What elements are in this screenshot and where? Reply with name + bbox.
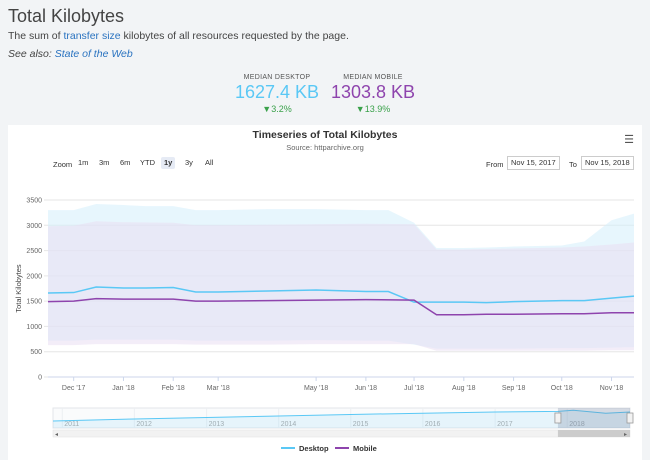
x-tick-label: Dec '17 bbox=[62, 385, 86, 392]
chart-card: Timeseries of Total Kilobytes Source: ht… bbox=[8, 125, 642, 460]
y-tick-label: 1500 bbox=[26, 299, 42, 306]
timeseries-chart: 0 500 1000 1500 2000 2500 3000 3500 Total Kiloby… bbox=[14, 198, 635, 453]
navigator-year-label: 2017 bbox=[497, 421, 513, 428]
navigator-left-handle[interactable] bbox=[554, 412, 562, 424]
zoom-3y-button[interactable]: 3y bbox=[185, 158, 193, 167]
zoom-6m-button[interactable]: 6m bbox=[120, 158, 131, 167]
transfer-size-link[interactable]: transfer size bbox=[63, 30, 121, 42]
x-tick-label: Jan '18 bbox=[112, 385, 134, 392]
y-tick-label: 3000 bbox=[26, 223, 42, 230]
median-desktop-value: 1627.4 KB bbox=[234, 82, 320, 102]
y-tick-label: 2000 bbox=[26, 273, 42, 280]
from-label: From bbox=[486, 160, 504, 169]
navigator-year-label: 2016 bbox=[425, 421, 441, 428]
x-tick-label: Nov '18 bbox=[600, 385, 624, 392]
navigator-selection bbox=[557, 408, 630, 428]
navigator-year-label: 2013 bbox=[209, 421, 225, 428]
zoom-3m-button[interactable]: 3m bbox=[99, 158, 110, 167]
x-tick-label: Jun '18 bbox=[355, 385, 377, 392]
x-tick-label: Feb '18 bbox=[162, 385, 185, 392]
median-mobile-stat: MEDIAN MOBILE 1303.8 KB ▼13.9% bbox=[328, 74, 418, 114]
zoom-ytd-button[interactable]: YTD bbox=[140, 158, 155, 167]
median-mobile-value: 1303.8 KB bbox=[330, 82, 416, 102]
zoom-1y-button[interactable]: 1y bbox=[161, 157, 176, 169]
navigator-year-label: 2011 bbox=[64, 421, 79, 428]
hamburger-menu-icon[interactable]: ☰ bbox=[624, 134, 634, 146]
chart-title: Timeseries of Total Kilobytes bbox=[252, 129, 398, 141]
to-label: To bbox=[569, 160, 577, 169]
state-of-the-web-link[interactable]: State of the Web bbox=[54, 48, 133, 60]
navigator-line bbox=[52, 409, 631, 422]
description-prefix: The sum of bbox=[8, 30, 64, 42]
y-tick-label: 2500 bbox=[26, 248, 42, 255]
median-desktop-change: ▼3.2% bbox=[262, 104, 292, 114]
zoom-all-button[interactable]: All bbox=[205, 158, 214, 167]
series-line-desktop bbox=[47, 286, 635, 304]
y-tick-label: 1000 bbox=[26, 324, 42, 331]
scrollbar-left-arrow-icon[interactable]: ◂ bbox=[55, 432, 58, 438]
to-date-input[interactable]: Nov 15, 2018 bbox=[581, 156, 634, 170]
x-tick-label: Sep '18 bbox=[502, 385, 526, 392]
navigator-right-handle[interactable] bbox=[626, 412, 634, 424]
page-title: Total Kilobytes bbox=[8, 6, 125, 26]
median-desktop-label: MEDIAN DESKTOP bbox=[243, 74, 311, 81]
x-tick-label: Aug '18 bbox=[452, 385, 476, 392]
median-mobile-change: ▼13.9% bbox=[355, 104, 391, 114]
median-mobile-label: MEDIAN MOBILE bbox=[343, 74, 403, 81]
from-date-input[interactable]: Nov 15, 2017 bbox=[507, 156, 560, 170]
legend-item-desktop[interactable]: Desktop bbox=[299, 444, 329, 453]
median-desktop-stat: MEDIAN DESKTOP 1627.4 KB ▼3.2% bbox=[232, 74, 322, 114]
y-tick-label: 3500 bbox=[26, 198, 42, 205]
x-tick-label: May '18 bbox=[304, 385, 328, 392]
scrollbar-track[interactable] bbox=[52, 429, 631, 438]
navigator-area bbox=[53, 410, 630, 428]
y-tick-label: 500 bbox=[30, 349, 42, 356]
x-tick-label: Jul '18 bbox=[404, 385, 424, 392]
description: The sum of transfer size kilobytes of al… bbox=[8, 30, 349, 42]
navigator-year-label: 2012 bbox=[136, 421, 152, 428]
zoom-1m-button[interactable]: 1m bbox=[78, 158, 89, 167]
x-tick-label: Oct '18 bbox=[551, 385, 573, 392]
navigator-year-label: 2014 bbox=[281, 421, 297, 428]
navigator-year-label: 2018 bbox=[569, 421, 585, 428]
scrollbar-thumb[interactable] bbox=[557, 430, 630, 437]
legend-item-mobile[interactable]: Mobile bbox=[353, 444, 377, 453]
y-tick-label: 0 bbox=[38, 375, 42, 382]
y-axis-label: Total Kilobytes bbox=[14, 264, 23, 313]
see-also-label: See also: bbox=[8, 48, 52, 60]
zoom-label: Zoom bbox=[53, 160, 73, 169]
scrollbar-right-arrow-icon[interactable]: ▸ bbox=[624, 432, 627, 438]
navigator-year-label: 2015 bbox=[353, 421, 369, 428]
description-suffix: kilobytes of all resources requested by … bbox=[120, 30, 349, 42]
series-band-mobile bbox=[48, 221, 634, 351]
series-line-mobile bbox=[47, 297, 634, 316]
x-tick-label: Mar '18 bbox=[207, 385, 230, 392]
see-also: See also: State of the Web bbox=[8, 48, 133, 60]
chart-subtitle: Source: httparchive.org bbox=[286, 143, 364, 152]
